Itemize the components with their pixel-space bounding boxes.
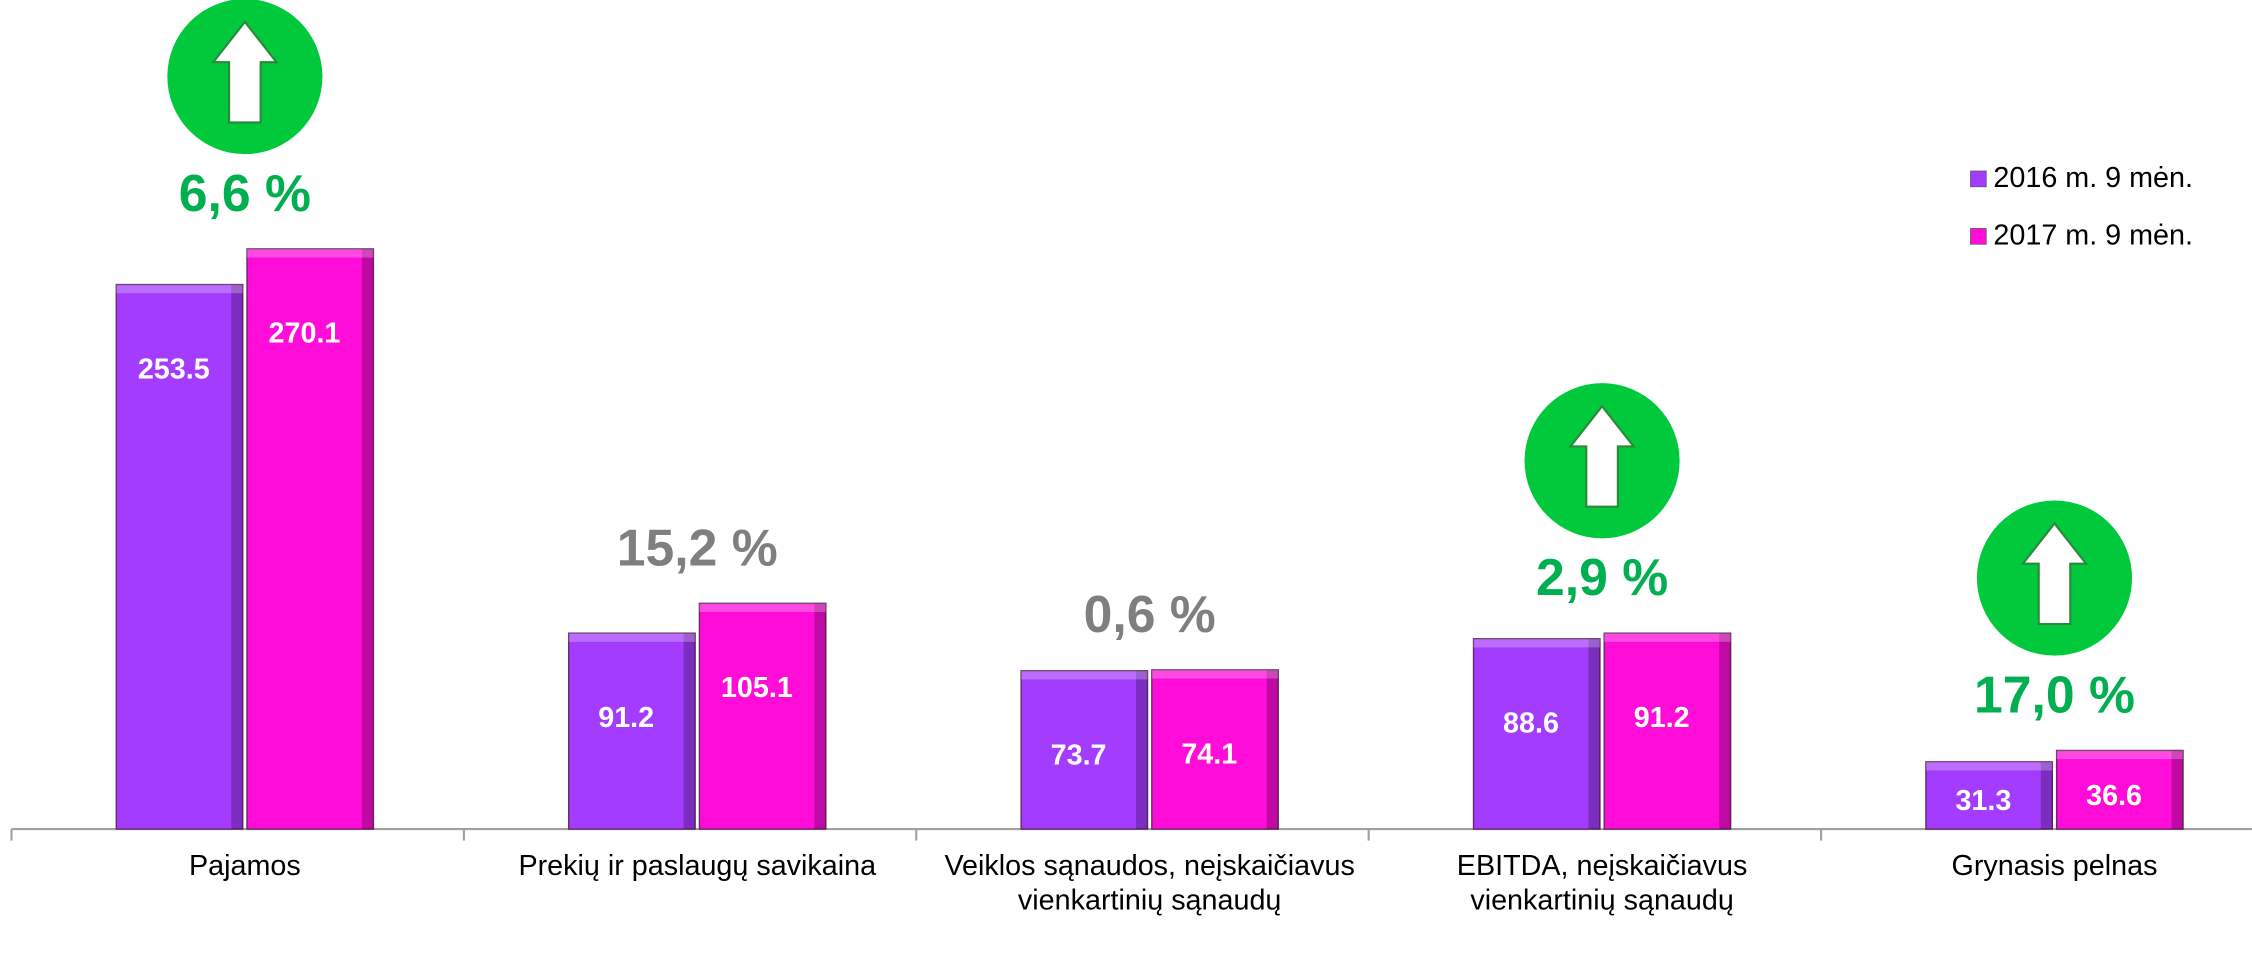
- bar: [1020, 670, 1149, 830]
- bar-shade: [1266, 669, 1279, 830]
- bar-group: [246, 248, 375, 830]
- bar-shade: [2040, 761, 2053, 830]
- bar: [698, 602, 827, 830]
- bar-highlight: [568, 633, 696, 642]
- bar-shade: [231, 284, 243, 830]
- bar-highlight: [1473, 638, 1600, 648]
- bar-group: [115, 283, 244, 830]
- bar: [568, 632, 696, 830]
- change-label: 15,2 %: [617, 518, 778, 576]
- bar-shade: [361, 248, 374, 830]
- x-tick-label: Prekių ir paslaugų savikaina: [518, 850, 877, 883]
- bar: [1472, 638, 1601, 830]
- change-label: 2,9 %: [1536, 548, 1668, 606]
- bar-highlight: [1604, 633, 1731, 642]
- value-label: 91.2: [598, 702, 654, 734]
- arrow: [1568, 404, 1636, 508]
- up-arrow-icon: [167, 0, 323, 155]
- bar: [1603, 632, 1732, 830]
- bar-shade: [1136, 670, 1148, 830]
- value-label: 253.5: [138, 353, 210, 385]
- bar-highlight: [1021, 670, 1148, 680]
- change-label: 6,6 %: [179, 164, 311, 222]
- bar-group: [1925, 761, 2054, 830]
- bar-shade: [814, 603, 826, 830]
- x-tick-label: Grynasis pelnas: [1951, 850, 2158, 883]
- bar: [1925, 761, 2054, 830]
- bar-shade: [1719, 633, 1731, 830]
- change-label: 17,0 %: [1974, 665, 2135, 723]
- bar-shade: [1588, 638, 1600, 830]
- up-arrow-icon: [1524, 383, 1680, 539]
- legend-label: 2016 m. 9 mėn.: [1993, 162, 2192, 194]
- bar-group: [2055, 749, 2184, 830]
- bar: [246, 248, 375, 830]
- bar-group: [1020, 670, 1149, 830]
- value-label: 88.6: [1503, 708, 1559, 740]
- bar-shade: [683, 633, 696, 830]
- bar-highlight: [116, 284, 243, 294]
- legend-swatch: [1970, 170, 1987, 188]
- arrow: [2020, 521, 2089, 626]
- x-tick-label: EBITDA, neįskaičiavus vienkartinių sąnau…: [1456, 850, 1748, 917]
- x-tick-label: Veiklos sąnaudos, neįskaičiavus vienkart…: [944, 850, 1355, 917]
- value-label: 31.3: [1955, 785, 2011, 817]
- value-label: 91.2: [1634, 702, 1690, 734]
- bar-group: [698, 602, 827, 830]
- bar-group: [1603, 632, 1732, 830]
- bar-shade: [2171, 750, 2184, 830]
- value-label: 74.1: [1181, 739, 1237, 771]
- bar: [2055, 749, 2184, 830]
- value-label: 270.1: [269, 318, 341, 350]
- bar-highlight: [2056, 750, 2184, 760]
- bar-group: [1151, 669, 1279, 830]
- change-label: 0,6 %: [1084, 585, 1216, 643]
- arrow: [211, 20, 279, 124]
- bar: [115, 283, 244, 830]
- x-tick-label: Pajamos: [188, 850, 301, 883]
- bar-highlight: [247, 248, 374, 258]
- bar-highlight: [1925, 761, 2053, 771]
- bar-group: [568, 632, 696, 830]
- bar: [1151, 669, 1279, 830]
- value-label: 105.1: [721, 672, 793, 704]
- bar-highlight: [699, 603, 826, 612]
- legend-label: 2017 m. 9 mėn.: [1993, 220, 2192, 252]
- up-arrow-icon: [1976, 500, 2133, 656]
- value-label: 73.7: [1051, 740, 1107, 772]
- value-label: 36.6: [2086, 780, 2142, 812]
- bar-highlight: [1151, 669, 1279, 679]
- legend-swatch: [1970, 228, 1987, 245]
- bar-group: [1472, 638, 1601, 830]
